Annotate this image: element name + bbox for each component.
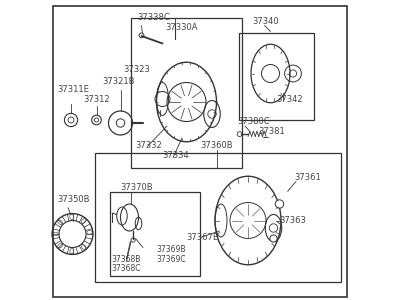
Text: 37367B: 37367B <box>186 232 219 242</box>
Ellipse shape <box>120 204 138 231</box>
Text: 37334: 37334 <box>162 152 189 160</box>
Text: 37323: 37323 <box>124 64 150 74</box>
Text: 37350B: 37350B <box>58 195 90 204</box>
Text: 37381: 37381 <box>258 128 285 136</box>
Text: 37342: 37342 <box>276 94 303 103</box>
Text: 37340: 37340 <box>252 16 279 26</box>
Text: 37363: 37363 <box>280 216 306 225</box>
Text: 37369B: 37369B <box>156 244 186 253</box>
Text: 37380C: 37380C <box>238 117 270 126</box>
Circle shape <box>275 200 284 208</box>
Text: 37368B: 37368B <box>112 255 141 264</box>
Text: 37338C: 37338C <box>137 14 170 22</box>
Bar <box>239 33 314 120</box>
Text: 37332: 37332 <box>136 141 162 150</box>
Text: 37330A: 37330A <box>166 22 198 32</box>
Circle shape <box>139 33 144 38</box>
Text: 37360B: 37360B <box>200 141 233 150</box>
Bar <box>110 192 200 276</box>
Text: 37361: 37361 <box>294 172 321 182</box>
Bar <box>95 153 341 282</box>
Text: 37321B: 37321B <box>102 76 135 85</box>
Text: 37369C: 37369C <box>156 255 186 264</box>
Text: 37311E: 37311E <box>58 85 89 94</box>
Text: 37368C: 37368C <box>112 264 141 273</box>
Circle shape <box>270 235 277 242</box>
Text: 37370B: 37370B <box>120 183 153 192</box>
Bar <box>131 18 242 168</box>
Text: 37312: 37312 <box>83 94 110 103</box>
